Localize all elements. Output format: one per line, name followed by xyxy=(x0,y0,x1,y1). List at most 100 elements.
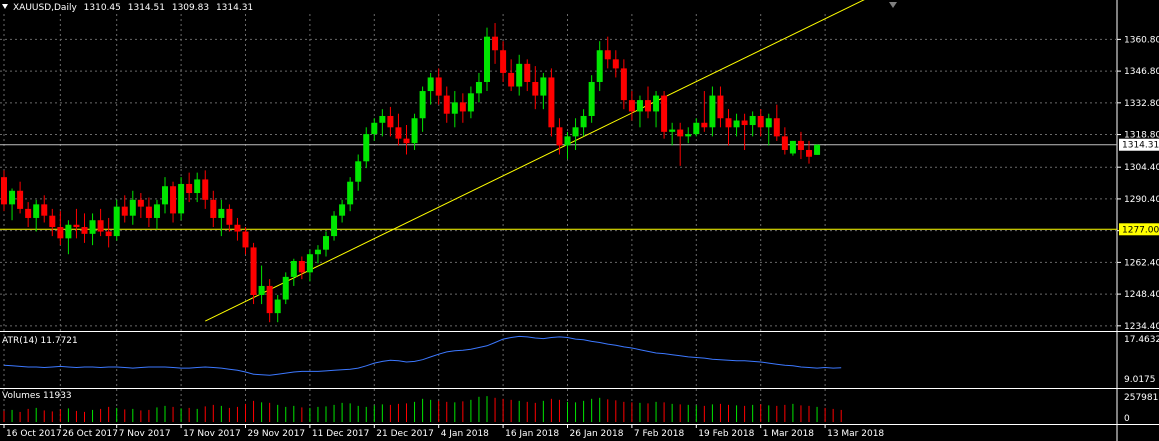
candle-bear xyxy=(435,77,442,96)
candle-bear xyxy=(806,149,812,157)
candle-bear xyxy=(725,118,732,128)
candle-bull xyxy=(540,77,547,96)
candle-bull xyxy=(451,102,458,114)
low-value: 1309.83 xyxy=(171,3,210,13)
candle-bull xyxy=(379,115,386,123)
candle-bear xyxy=(645,100,651,112)
candle-bull xyxy=(314,249,321,255)
x-tick-label: 13 Mar 2018 xyxy=(827,429,884,439)
candle-bull xyxy=(258,285,265,296)
candle-bear xyxy=(226,208,233,225)
candle-bear xyxy=(612,59,619,69)
x-tick-label: 4 Jan 2018 xyxy=(441,429,489,439)
high-value: 1314.51 xyxy=(127,3,165,13)
symbol-label: XAUUSD,Daily xyxy=(13,3,77,13)
candle-bull xyxy=(733,120,740,128)
candle-bull xyxy=(178,183,185,214)
candle-bull xyxy=(669,129,676,132)
candle-bear xyxy=(628,100,635,112)
candle-bull xyxy=(789,140,796,154)
candle-bear xyxy=(492,36,499,51)
y-tick-label: 1304.40 xyxy=(1124,163,1159,173)
candle-bear xyxy=(1,177,7,205)
candle-bull xyxy=(475,81,482,94)
candle-bull xyxy=(572,127,579,137)
candle-bear xyxy=(717,95,724,119)
volume-min-label: 0 xyxy=(1124,414,1130,424)
candle-bull xyxy=(419,91,426,119)
candle-bear xyxy=(49,215,56,228)
x-tick-label: 1 Mar 2018 xyxy=(763,429,815,439)
support-line-price-tag xyxy=(1119,223,1159,236)
y-tick-label: 1360.80 xyxy=(1124,35,1159,45)
shift-marker-icon xyxy=(889,2,897,8)
y-tick-label: 1346.80 xyxy=(1124,67,1159,77)
candle-bull xyxy=(306,254,313,273)
candle-bull xyxy=(484,36,490,82)
x-tick-label: 29 Nov 2017 xyxy=(248,429,306,439)
x-tick-label: 26 Oct 2017 xyxy=(62,429,118,439)
candle-bear xyxy=(41,204,48,216)
current-price-label: 1314.31 xyxy=(1122,141,1159,151)
close-value: 1314.31 xyxy=(215,3,254,13)
candle-bull xyxy=(129,199,136,216)
candle-bull xyxy=(411,118,418,144)
candle-bull xyxy=(516,63,523,87)
candle-bull xyxy=(282,276,289,300)
candle-bull xyxy=(653,95,660,112)
candle-bear xyxy=(145,206,152,218)
candle-bull xyxy=(685,134,692,137)
x-tick-label: 17 Nov 2017 xyxy=(183,429,241,439)
candle-bear xyxy=(403,138,410,144)
main-title: XAUUSD,Daily 1310.45 1314.51 1309.83 131… xyxy=(13,3,257,14)
candle-bull xyxy=(564,136,571,146)
x-tick-label: 16 Jan 2018 xyxy=(505,429,559,439)
candle-bull xyxy=(162,186,168,205)
candle-bear xyxy=(556,127,563,146)
y-tick-label: 1290.40 xyxy=(1124,195,1159,205)
candle-bull xyxy=(749,115,756,126)
candle-bear xyxy=(781,136,788,150)
candle-bull xyxy=(636,100,643,112)
candle-bear xyxy=(757,115,764,128)
candle-bull xyxy=(347,181,354,205)
candle-bear xyxy=(604,50,611,60)
candle-bull xyxy=(355,161,362,182)
candle-bear xyxy=(620,68,627,101)
y-tick-label: 1318.80 xyxy=(1124,131,1159,141)
candle-bull xyxy=(596,50,603,82)
candle-bear xyxy=(250,247,257,296)
support-line-price-label: 1277.00 xyxy=(1122,225,1159,235)
open-value: 1310.45 xyxy=(83,3,121,13)
candle-bear xyxy=(524,63,531,82)
candle-bull xyxy=(371,122,378,135)
candle-bull xyxy=(709,95,716,128)
candle-bear xyxy=(210,199,217,218)
trendline xyxy=(205,0,865,322)
candle-bull xyxy=(113,206,120,237)
candle-bear xyxy=(81,227,88,234)
candle-bear xyxy=(500,50,507,73)
candle-bull xyxy=(363,134,370,162)
y-tick-label: 1262.40 xyxy=(1124,258,1159,268)
candle-bear xyxy=(773,118,780,137)
candle-bear xyxy=(395,127,402,139)
y-tick-label: 1234.40 xyxy=(1124,322,1159,332)
volume-max-label: 257981 xyxy=(1124,393,1158,403)
candle-bull xyxy=(331,215,338,237)
candle-bear xyxy=(387,115,394,128)
candle-bear xyxy=(202,179,209,200)
x-tick-label: 19 Feb 2018 xyxy=(698,429,754,439)
candle-bear xyxy=(242,231,249,248)
atr-max-label: 17.4632 xyxy=(1124,335,1159,345)
candle-bear xyxy=(741,120,748,126)
candle-bull xyxy=(588,81,595,116)
candle-bull xyxy=(339,204,346,216)
candle-bull xyxy=(194,179,201,194)
candle-bear xyxy=(548,77,555,128)
candle-bear xyxy=(73,224,80,228)
candle-bull xyxy=(765,118,772,128)
candle-bull xyxy=(89,220,96,234)
candle-bear xyxy=(661,95,668,132)
